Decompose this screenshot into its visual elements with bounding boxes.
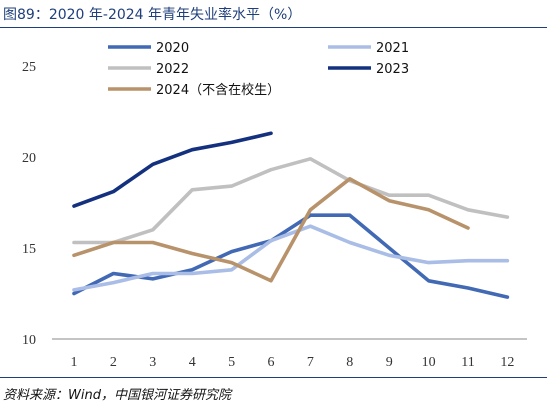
legend-label: 2023 xyxy=(376,62,409,77)
x-tick-label: 12 xyxy=(500,355,514,370)
series-line-4 xyxy=(72,131,273,208)
source-note: 资料来源：Wind，中国银河证券研究院 xyxy=(3,388,231,403)
x-tick-label: 9 xyxy=(386,355,393,370)
series-line-3 xyxy=(72,157,510,245)
legend-label: 2020 xyxy=(156,41,189,56)
title-divider xyxy=(0,27,547,28)
y-tick-label: 25 xyxy=(22,60,36,75)
x-tick-label: 2 xyxy=(110,355,117,370)
x-tick-label: 6 xyxy=(268,355,275,370)
y-tick-label: 20 xyxy=(22,151,36,166)
series-line-2 xyxy=(72,224,510,292)
chart-title: 图89：2020 年-2024 年青年失业率水平（%） xyxy=(3,7,302,23)
x-tick-label: 3 xyxy=(149,355,156,370)
footer-divider xyxy=(0,377,547,378)
x-tick-label: 7 xyxy=(307,355,314,370)
legend-label: 2024（不含在校生） xyxy=(156,82,280,98)
series-line-1 xyxy=(72,213,510,299)
legend-label: 2022 xyxy=(156,62,189,77)
x-tick-label: 10 xyxy=(422,355,436,370)
x-tick-label: 5 xyxy=(228,355,235,370)
x-tick-label: 8 xyxy=(346,355,353,370)
x-tick-label: 1 xyxy=(71,355,78,370)
y-tick-label: 15 xyxy=(22,242,36,257)
x-tick-label: 4 xyxy=(189,355,196,370)
legend-label: 2021 xyxy=(376,41,409,56)
x-tick-label: 11 xyxy=(461,355,474,370)
series-line-5 xyxy=(72,177,470,283)
y-tick-label: 10 xyxy=(22,333,36,348)
